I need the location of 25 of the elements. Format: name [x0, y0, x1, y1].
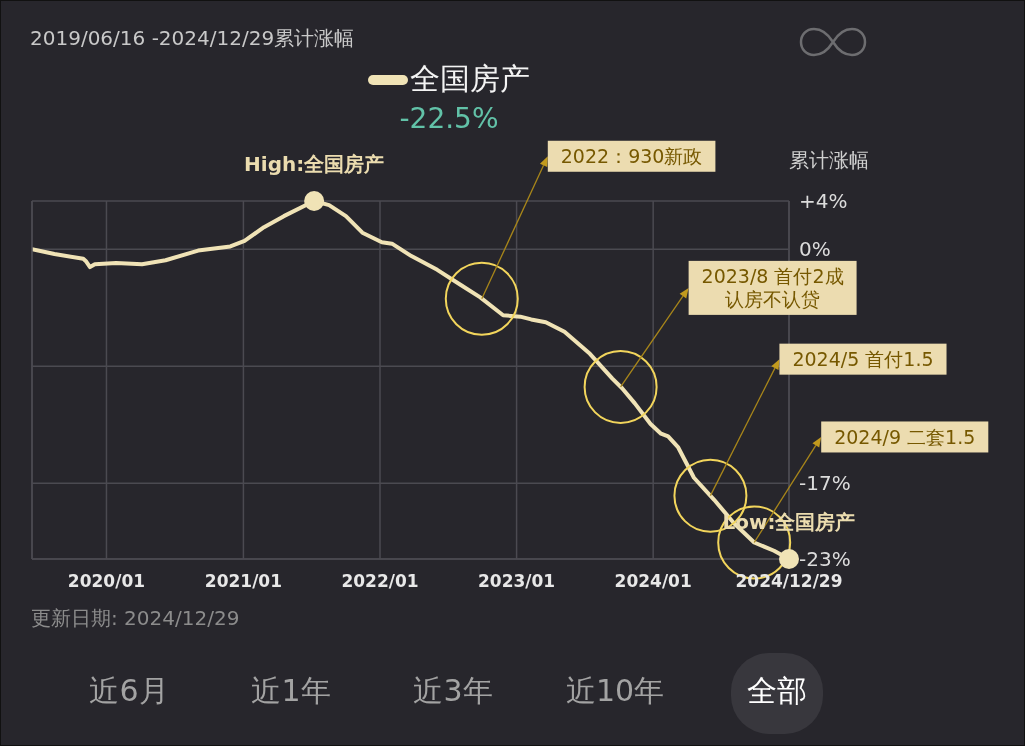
y-tick-label: +4%	[799, 189, 848, 214]
x-tick-label: 2021/01	[204, 571, 283, 592]
chart-title: 2019/06/16 -2024/12/29累计涨幅	[30, 26, 355, 50]
y-tick-label: -23%	[799, 547, 851, 572]
text: -22.5%	[399, 102, 499, 135]
x-tick-label: 2020/01	[67, 571, 146, 592]
annotation: 2023/8 首付2成认房不认贷	[701, 265, 844, 311]
legend-label: 全国房产	[410, 61, 530, 96]
text: 更新日期: 2024/12/29	[31, 606, 240, 630]
annotation: 2022：930新政	[560, 145, 703, 168]
text: 近6月	[89, 673, 169, 708]
text: 近3年	[413, 673, 493, 708]
annotation: 2024/5 首付1.5	[792, 348, 934, 371]
x-tick-label: 2024/01	[614, 571, 692, 592]
y-tick-label: -17%	[799, 471, 851, 496]
x-tick-label: 2022/01	[341, 571, 419, 592]
text: 全部	[747, 673, 807, 708]
x-tick-label: 2024/12/29	[735, 571, 843, 592]
text: 近10年	[565, 673, 665, 708]
y-tick-label: 0%	[799, 237, 831, 262]
annotation: 2024/9 二套1.5	[834, 425, 976, 448]
y-axis-title: 累计涨幅	[789, 148, 869, 172]
annotation: High:全国房产	[244, 152, 385, 176]
x-tick-label: 2023/01	[477, 571, 556, 592]
text: 近1年	[251, 673, 331, 708]
